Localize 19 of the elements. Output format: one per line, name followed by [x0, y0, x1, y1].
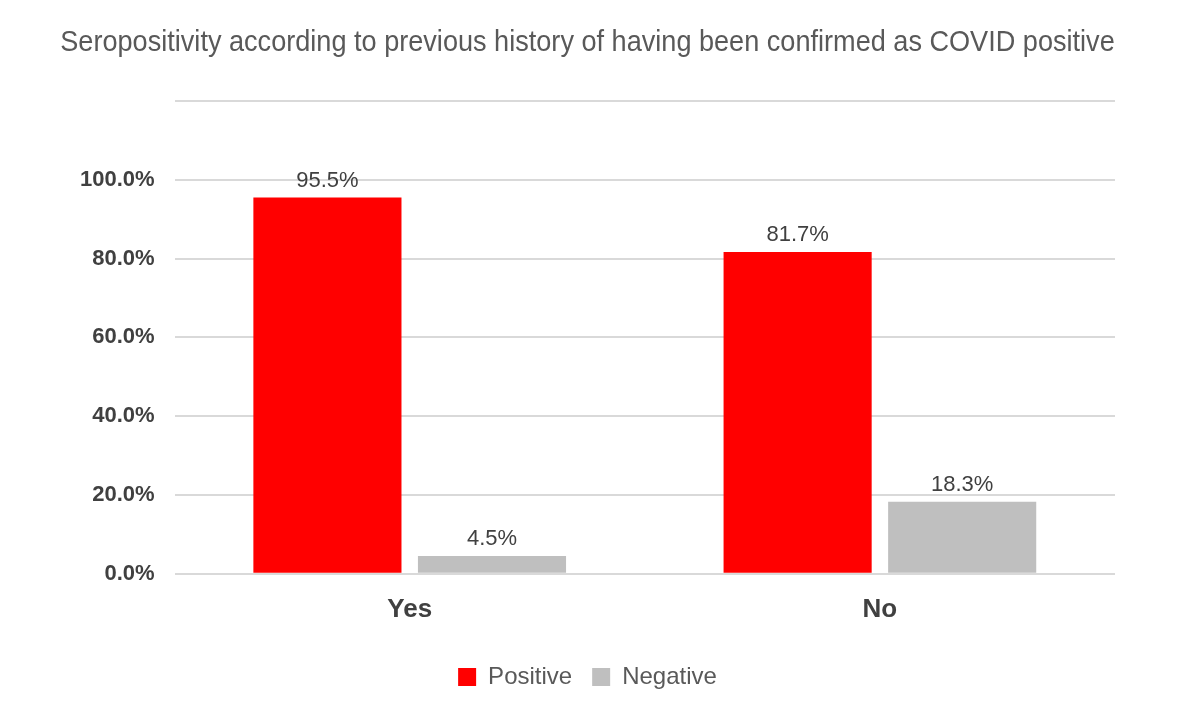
y-tick-label: 80.0% — [92, 244, 155, 270]
bar — [723, 251, 872, 573]
x-tick-label: No — [862, 592, 898, 623]
bar — [417, 556, 567, 573]
y-tick-label: 40.0% — [92, 402, 155, 428]
y-tick-label: 0.0% — [104, 559, 155, 585]
bar — [253, 197, 402, 573]
y-tick-label: 20.0% — [92, 481, 155, 507]
legend-label: Negative — [622, 661, 717, 689]
data-label: 95.5% — [296, 166, 359, 192]
x-tick-label: Yes — [387, 592, 433, 623]
y-tick-label: 60.0% — [92, 323, 155, 349]
data-label: 4.5% — [466, 525, 518, 551]
bar — [888, 501, 1037, 573]
y-tick-label: 100.0% — [79, 165, 155, 191]
chart-title: Seropositivity according to previous history of having been confirmed as COVID positive — [60, 23, 1115, 58]
data-label: 18.3% — [930, 470, 994, 496]
data-label: 81.7% — [766, 220, 829, 246]
legend-label: Positive — [488, 661, 573, 689]
